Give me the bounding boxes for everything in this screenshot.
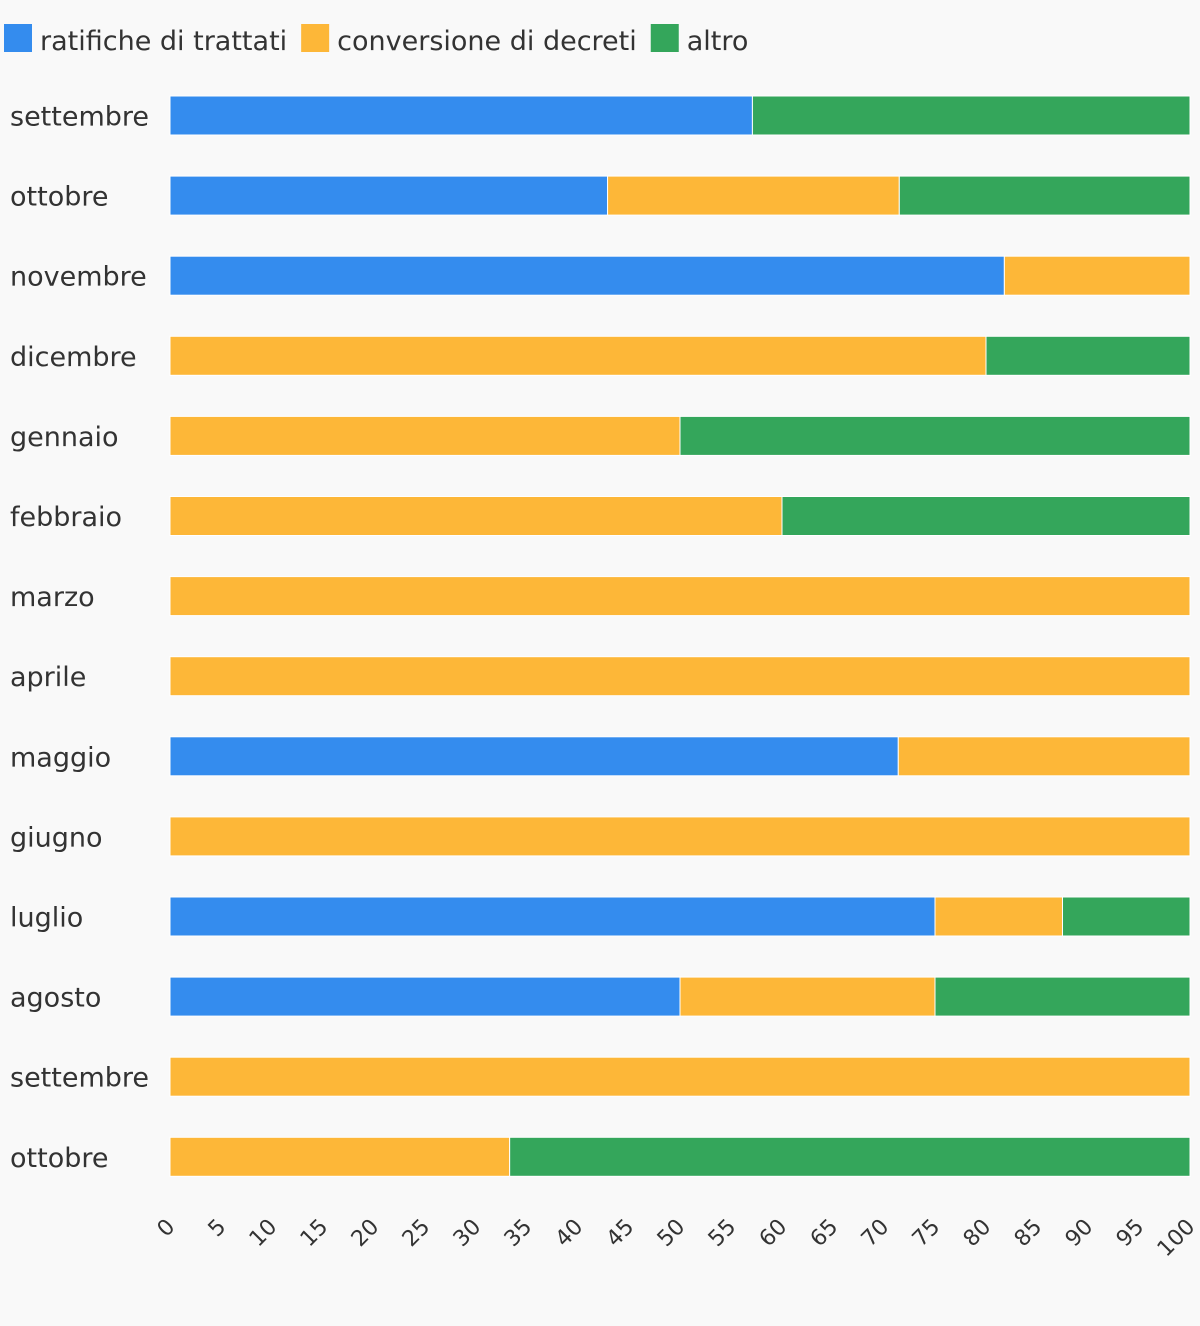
bar-segment [1062, 896, 1191, 937]
category-label: giugno [10, 822, 103, 853]
bar-segment [781, 496, 1191, 536]
x-tick-label: 30 [449, 1215, 486, 1252]
category-label: ottobre [10, 1143, 108, 1174]
x-tick-label: 45 [602, 1215, 639, 1252]
bar-segment [169, 175, 609, 216]
x-tick-label: 60 [755, 1215, 792, 1252]
bar-segment [751, 95, 1191, 136]
bar-segment [934, 896, 1063, 937]
x-tick-label: 65 [806, 1215, 843, 1252]
bar-segment [169, 896, 936, 937]
bars [169, 95, 1191, 1177]
x-tick-label: 25 [398, 1215, 435, 1252]
legend-label-2: altro [687, 26, 749, 57]
bar-segment [169, 656, 1191, 697]
bar-segment [169, 415, 681, 456]
x-tick-label: 15 [296, 1215, 333, 1252]
x-axis-tick-labels: 0 5 10 15 20 25 30 35 40 45 50 55 60 65 70 75 80 85 90 95 10… [153, 1215, 1200, 1262]
category-label: novembre [10, 262, 147, 293]
bar-segment [169, 1056, 1191, 1097]
x-tick-label: 35 [500, 1215, 537, 1252]
bar-segment [169, 335, 987, 376]
bar-segment [679, 976, 936, 1017]
bar-segment [897, 736, 1191, 777]
bar-segment [169, 976, 681, 1017]
legend-label-0: ratifiche di trattati [40, 26, 287, 57]
x-tick-label: 10 [245, 1215, 282, 1252]
x-tick-label: 70 [857, 1215, 894, 1252]
bar-segment [169, 816, 1191, 857]
x-tick-label: 0 [153, 1215, 181, 1243]
legend-swatch-0 [4, 24, 32, 52]
legend-swatch-1 [301, 24, 330, 52]
bar-segment [607, 175, 900, 216]
bar-segment [679, 415, 1191, 456]
x-tick-label: 80 [959, 1215, 996, 1252]
bar-segment [898, 175, 1191, 216]
x-tick-label: 50 [653, 1215, 690, 1252]
x-tick-label: 85 [1010, 1215, 1047, 1252]
category-label: settembre [10, 102, 149, 133]
legend: ratifiche di trattati conversione di decr… [4, 24, 748, 57]
category-label: marzo [10, 582, 95, 613]
x-tick-label: 40 [551, 1215, 588, 1252]
bar-segment [169, 1136, 511, 1177]
legend-label-1: conversione di decreti [337, 26, 637, 57]
x-tick-label: 20 [347, 1215, 384, 1252]
category-label: febbraio [10, 502, 122, 533]
category-label: luglio [10, 903, 83, 934]
x-tick-label: 55 [704, 1215, 741, 1252]
category-label: dicembre [10, 342, 137, 373]
x-tick-label: 100 [1153, 1215, 1200, 1262]
category-label: aprile [10, 662, 86, 693]
bar-segment [169, 255, 1005, 296]
bar-segment [1003, 255, 1191, 296]
bar-segment [985, 335, 1191, 376]
bar-segment [934, 976, 1191, 1017]
legend-swatch-2 [650, 24, 679, 52]
category-label: agosto [10, 983, 101, 1014]
x-tick-label: 5 [204, 1215, 232, 1243]
bar-segment [169, 736, 899, 777]
category-label: ottobre [10, 182, 108, 213]
bar-segment [169, 95, 753, 136]
category-label: settembre [10, 1063, 149, 1094]
x-tick-label: 95 [1112, 1215, 1149, 1252]
bar-segment [509, 1136, 1191, 1177]
bar-segment [169, 576, 1191, 617]
x-tick-label: 75 [908, 1215, 945, 1252]
bar-segment [169, 496, 783, 536]
category-label: maggio [10, 742, 111, 773]
category-label: gennaio [10, 422, 119, 453]
x-tick-label: 90 [1061, 1215, 1098, 1252]
category-labels: settembre ottobre novembre dicembre gennaio f… [10, 102, 149, 1174]
